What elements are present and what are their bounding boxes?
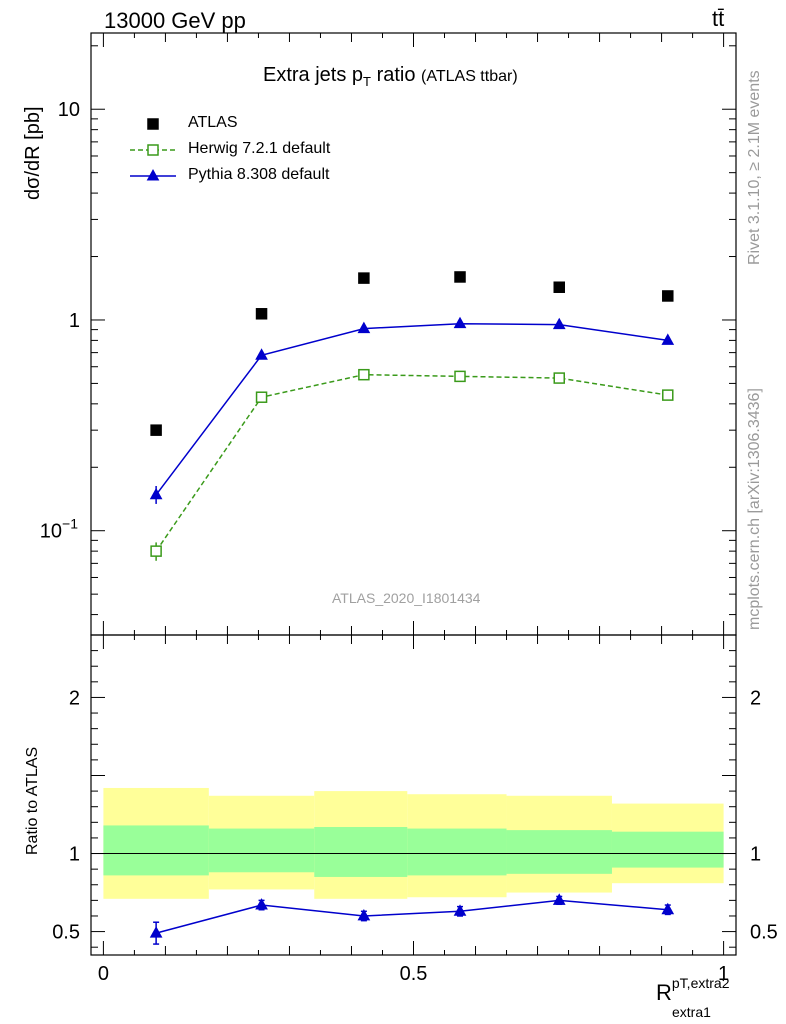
atlas-point bbox=[454, 271, 466, 283]
legend-marker-herwig bbox=[147, 144, 159, 156]
herwig-line bbox=[155, 373, 668, 552]
ratio-band-inner bbox=[208, 828, 315, 873]
pythia-point bbox=[255, 348, 268, 360]
legend-marker-atlas bbox=[147, 118, 159, 130]
ratio-y-tick-label: 0.5 bbox=[52, 922, 80, 944]
x-axis-label-main: R bbox=[656, 980, 672, 1005]
ratio-pythia-point bbox=[149, 926, 163, 938]
ratio-band-inner bbox=[407, 828, 507, 876]
ratio-band-inner bbox=[611, 831, 724, 868]
chart-title-tail: ratio bbox=[376, 64, 416, 86]
ratio-band-inner bbox=[103, 825, 209, 876]
ratio-y-tick-label-right: 2 bbox=[750, 687, 761, 709]
ratio-pythia-point bbox=[552, 893, 566, 905]
ratio-pythia-line bbox=[155, 899, 668, 934]
ratio-pythia-point bbox=[357, 909, 371, 921]
pythia-point bbox=[453, 316, 467, 329]
ratio-pythia-point bbox=[255, 898, 268, 910]
ratio-band-inner bbox=[314, 827, 408, 877]
herwig-point bbox=[553, 372, 565, 384]
atlas-point bbox=[150, 424, 162, 436]
y-tick-label: 1 bbox=[69, 310, 80, 332]
chart-title-note: (ATLAS ttbar) bbox=[421, 68, 518, 85]
ratio-y-tick-label-right: 0.5 bbox=[750, 922, 778, 944]
legend-label-atlas: ATLAS bbox=[188, 114, 238, 131]
x-tick-label: 0.5 bbox=[400, 963, 428, 985]
x-tick-label: 0 bbox=[98, 963, 109, 985]
herwig-point bbox=[454, 370, 466, 383]
pythia-point bbox=[357, 321, 371, 334]
herwig-point bbox=[255, 391, 268, 403]
x-axis-label-subscript: extra1 bbox=[672, 1004, 711, 1020]
pythia-point bbox=[552, 317, 566, 330]
ratio-y-tick-label: 1 bbox=[69, 844, 80, 866]
ratio-y-tick-label: 2 bbox=[69, 687, 80, 709]
ratio-pythia-point bbox=[661, 902, 675, 915]
legend-label-pythia: Pythia 8.308 default bbox=[188, 166, 330, 183]
atlas-point bbox=[553, 281, 565, 293]
y-tick-label: 10 bbox=[58, 99, 80, 121]
main-plot-frame bbox=[90, 32, 737, 636]
herwig-point bbox=[662, 389, 674, 401]
x-axis-label-sup: pT,extra2 bbox=[671, 975, 730, 991]
chart-title: Extra jets pT ratio (ATLAS ttbar) bbox=[263, 64, 518, 89]
ratio-band-inner bbox=[506, 830, 612, 874]
atlas-point bbox=[662, 290, 674, 302]
y-tick-label: 10−1 bbox=[40, 516, 78, 543]
chart-title-main: Extra jets p bbox=[263, 64, 364, 86]
herwig-point bbox=[150, 545, 162, 557]
ratio-y-tick-label-right: 1 bbox=[750, 844, 761, 866]
pythia-point bbox=[661, 333, 675, 345]
atlas-point bbox=[255, 308, 268, 320]
header-process: tt̄ bbox=[712, 6, 725, 31]
x-tick-label: 1 bbox=[718, 963, 729, 985]
ratio-pythia-point bbox=[453, 904, 467, 916]
analysis-watermark: ATLAS_2020_I1801434 bbox=[332, 590, 481, 606]
header-energy: 13000 GeV pp bbox=[104, 8, 246, 33]
pythia-point bbox=[149, 487, 163, 500]
legend-marker-pythia bbox=[146, 169, 160, 181]
legend-label-herwig: Herwig 7.2.1 default bbox=[188, 140, 331, 157]
atlas-point bbox=[358, 272, 370, 284]
pythia-line bbox=[155, 322, 668, 496]
herwig-point bbox=[358, 368, 370, 381]
chart-title-sub: T bbox=[363, 74, 371, 89]
x-axis-label: RpT,extra2 bbox=[656, 975, 729, 1006]
